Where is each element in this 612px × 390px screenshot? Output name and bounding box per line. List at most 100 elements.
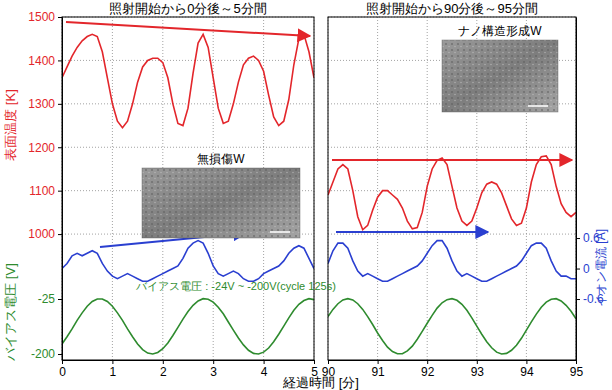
tick: 4 [261, 360, 268, 379]
grid-line [112, 17, 113, 360]
tick-mark [112, 360, 113, 364]
x-axis: 012345 [59, 360, 318, 379]
annotation: バイアス電圧 : -24V ~ -200V(cycle 125s) [135, 280, 336, 292]
tick: -25 [38, 292, 62, 306]
sem-image [142, 168, 300, 238]
sem-images [142, 40, 558, 238]
tick-label: 1400 [28, 54, 55, 68]
tick-label: 1100 [29, 184, 55, 198]
tick-mark [328, 360, 329, 364]
grid-line [62, 60, 314, 61]
y-axis: 1000 1100 1200 1300 1400 1500 [28, 10, 62, 360]
tick-mark [62, 360, 63, 364]
tick-mark [576, 238, 580, 239]
x-axis-title: 経過時間 [分] [282, 375, 359, 390]
axis-line [62, 18, 63, 361]
tick-label: 0 [583, 262, 590, 276]
y3-axis: -200 -25 [31, 18, 63, 362]
trend-arrow [336, 231, 488, 233]
axis-line [62, 18, 63, 361]
tick-mark [477, 360, 478, 364]
tick: 1400 [28, 54, 62, 68]
annotation: 無損傷W [197, 152, 245, 166]
y2-axis-title: イオン電流 [A] [594, 229, 608, 307]
tick-mark [576, 299, 580, 300]
tick-mark [526, 360, 527, 364]
tick-mark [58, 147, 62, 148]
tick-label: 91 [371, 365, 385, 379]
chart: 012345照射開始から0分後～5分間909192939495照射開始から90分… [0, 0, 612, 390]
y3-axis-title: バイアス電圧 [V] [3, 263, 18, 362]
tick: 2 [160, 360, 167, 379]
tick: 1200 [28, 141, 62, 155]
axis-line [576, 18, 577, 361]
tick-label: 1300 [28, 97, 55, 111]
tick-label: 1000 [28, 227, 55, 241]
tick: 92 [421, 360, 435, 379]
sem-image [442, 40, 558, 112]
tick-mark [264, 360, 265, 364]
tick-mark [58, 17, 62, 18]
tick-mark [58, 60, 62, 61]
tick-label: -25 [38, 292, 56, 306]
tick: -200 [31, 347, 62, 361]
panel-title: 照射開始から0分後～5分間 [109, 1, 266, 16]
tick-mark [58, 104, 62, 105]
series-line [328, 241, 576, 282]
tick-label: 92 [421, 365, 435, 379]
grid-line [328, 234, 576, 235]
tick: 1500 [28, 10, 62, 24]
axis-line [63, 360, 315, 361]
y-axis-title: 表面温度 [K] [3, 89, 18, 161]
panel: 909192939495照射開始から90分後～95分間 [322, 1, 584, 379]
tick-mark [314, 360, 315, 364]
tick: 94 [520, 360, 534, 379]
tick: 93 [471, 360, 485, 379]
y2-axis: -0.600.6 [576, 18, 604, 361]
plot-frame [62, 17, 314, 360]
sem-scale-bar [270, 231, 290, 233]
grid-line [328, 147, 576, 148]
grid [328, 17, 576, 360]
x-axis: 909192939495 [322, 360, 584, 379]
tick-label: 1 [110, 365, 117, 379]
trend-arrow [332, 159, 572, 161]
tick: 0 [576, 262, 590, 276]
grid [62, 17, 314, 360]
tick-label: 94 [520, 365, 534, 379]
tick-mark [427, 360, 428, 364]
trend-arrow [66, 22, 310, 36]
series-line [328, 156, 576, 230]
tick-label: 0 [59, 365, 66, 379]
tick-mark [576, 360, 577, 364]
sem-image-texture [442, 40, 558, 112]
tick-label: -200 [31, 347, 55, 361]
tick: 95 [570, 360, 584, 379]
trend-arrows [66, 22, 572, 247]
tick-mark [58, 354, 62, 355]
sem-scale-bar [528, 105, 548, 107]
panel-title: 照射開始から90分後～95分間 [366, 1, 538, 16]
tick: 3 [210, 360, 217, 379]
series-line [62, 241, 314, 282]
tick-label: 3 [210, 365, 217, 379]
tick: 1100 [29, 184, 62, 198]
tick: 0 [59, 360, 66, 379]
series-line [328, 299, 576, 354]
tick-mark [58, 234, 62, 235]
tick-label: 95 [570, 365, 584, 379]
tick-label: 4 [261, 365, 268, 379]
grid-line [328, 190, 576, 191]
series-line [62, 34, 314, 127]
tick: 1000 [28, 227, 62, 241]
series-line [62, 299, 314, 354]
tick: 1 [110, 360, 117, 379]
tick-mark [378, 360, 379, 364]
tick-label: 1200 [28, 141, 55, 155]
series-group [328, 156, 576, 354]
tick: 91 [371, 360, 385, 379]
tick: 1300 [28, 97, 62, 111]
tick-mark [163, 360, 164, 364]
tick-mark [213, 360, 214, 364]
sem-image-texture [142, 168, 300, 238]
